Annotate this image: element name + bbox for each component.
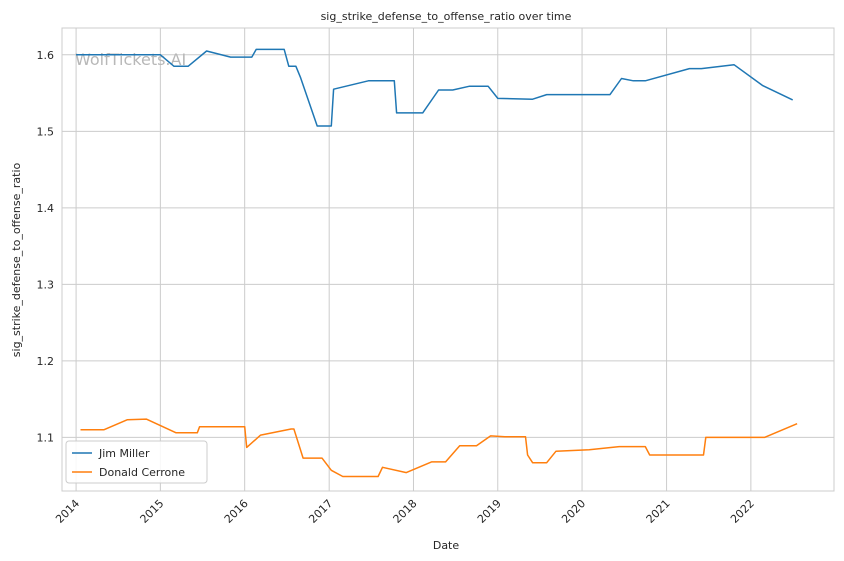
y-axis-ticks: 1.1 1.2 1.3 1.4 1.5 1.6 xyxy=(37,49,55,445)
chart-title: sig_strike_defense_to_offense_ratio over… xyxy=(321,10,572,23)
y-tick-label: 1.4 xyxy=(37,202,55,215)
series-layer xyxy=(76,48,798,478)
plot-frame xyxy=(61,27,835,492)
legend-label: Donald Cerrone xyxy=(99,466,185,479)
y-tick-label: 1.5 xyxy=(37,125,55,138)
series-line-1 xyxy=(80,418,798,478)
y-tick-label: 1.2 xyxy=(37,355,55,368)
y-tick-label: 1.3 xyxy=(37,278,55,291)
x-axis-title: Date xyxy=(433,539,460,552)
legend-box xyxy=(65,440,208,484)
legend-label: Jim Miller xyxy=(98,447,150,460)
watermark: WolfTickets.AI xyxy=(75,50,186,69)
y-tick-label: 1.1 xyxy=(37,431,55,444)
legend: Jim Miller Donald Cerrone xyxy=(65,440,208,484)
y-tick-label: 1.6 xyxy=(37,49,55,62)
series-line-0 xyxy=(76,48,794,127)
y-axis-title: sig_strike_defense_to_offense_ratio xyxy=(10,163,23,358)
